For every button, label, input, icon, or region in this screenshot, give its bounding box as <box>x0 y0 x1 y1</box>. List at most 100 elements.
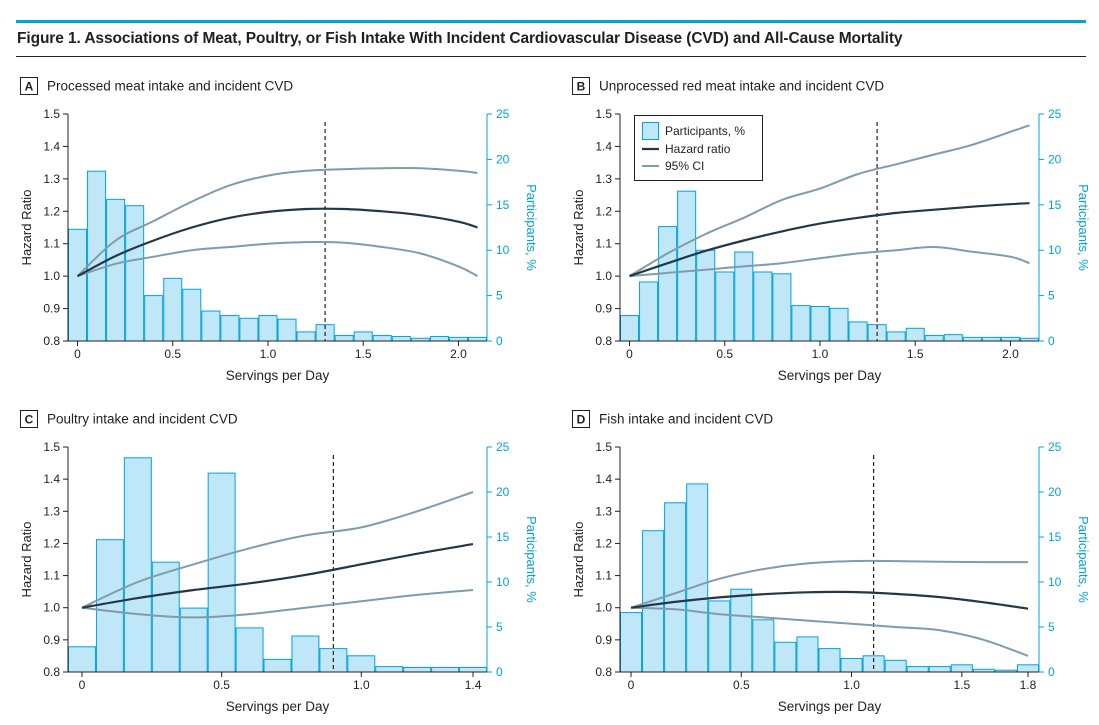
participants-bars <box>620 190 1039 342</box>
participants-bar <box>291 635 320 673</box>
y2-tick-label: 15 <box>496 530 510 544</box>
y-tick-label: 1.3 <box>43 172 60 186</box>
participants-bar <box>201 310 221 342</box>
participants-bar <box>431 667 460 673</box>
y-tick-label: 1.2 <box>43 204 60 218</box>
participants-bar <box>459 667 488 673</box>
participants-bar <box>730 588 753 673</box>
x-tick-label: 1.5 <box>953 678 970 692</box>
y-tick-label: 1.4 <box>595 139 612 153</box>
participants-bar <box>239 317 259 342</box>
y2-tick-label: 10 <box>1048 575 1062 589</box>
y-tick-label: 1.4 <box>595 472 612 486</box>
participants-bar <box>884 659 907 673</box>
y2-tick-label: 0 <box>1048 334 1055 348</box>
participants-bar <box>924 335 944 342</box>
ci-upper-line <box>628 124 1030 277</box>
participants-bar <box>708 600 731 673</box>
participants-bar <box>696 249 716 342</box>
accent-rule <box>16 20 1086 23</box>
y-tick-label: 1.5 <box>43 107 60 121</box>
participants-bar <box>403 667 432 673</box>
y-axis-label: Hazard Ratio <box>19 190 34 266</box>
x-axis-label: Servings per Day <box>778 699 882 714</box>
x-tick-label: 0.5 <box>733 678 750 692</box>
panel-c: C Poultry intake and incident CVD 0.8 0.9 1.… <box>19 410 539 714</box>
y2-axis-label: Participants, % <box>1076 184 1091 271</box>
y2-tick-label: 15 <box>496 198 510 212</box>
x-tick-label: 0.5 <box>164 347 181 361</box>
participants-bar <box>95 539 124 673</box>
y-tick-label: 1.1 <box>43 569 60 583</box>
x-tick-label: 1.5 <box>355 347 372 361</box>
y-tick-label: 1.4 <box>43 139 60 153</box>
x-axis-label: Servings per Day <box>226 368 330 383</box>
participants-bar <box>639 281 659 342</box>
title-rule <box>16 56 1086 57</box>
y-tick-label: 1.0 <box>43 269 60 283</box>
participants-bar <box>207 472 236 673</box>
y2-tick-label: 20 <box>496 485 510 499</box>
x-tick-label: 1.8 <box>1020 678 1037 692</box>
hazard-ratio-line <box>629 202 1030 278</box>
panel-d: D Fish intake and incident CVD 0.8 0.9 1.0 1.… <box>571 410 1091 714</box>
participants-bars <box>68 457 488 673</box>
participants-bar <box>347 655 376 673</box>
x-tick-label: 1.4 <box>465 678 482 692</box>
panel-letter: A <box>25 80 34 94</box>
x-tick-label: 2.0 <box>450 347 467 361</box>
participants-bar <box>906 666 929 673</box>
participants-bar <box>429 335 449 342</box>
participants-bar <box>372 335 392 342</box>
x-tick-label: 0.5 <box>716 347 733 361</box>
y-tick-label: 1.0 <box>43 601 60 615</box>
y-tick-label: 1.2 <box>595 536 612 550</box>
y-axis-label: Hazard Ratio <box>571 190 586 266</box>
y-tick-label: 1.5 <box>43 440 60 454</box>
participants-bar <box>220 315 240 342</box>
y2-tick-label: 10 <box>496 243 510 257</box>
y2-tick-label: 0 <box>496 334 503 348</box>
participants-bar <box>179 607 208 673</box>
panel-letter: C <box>25 413 34 427</box>
y2-tick-label: 25 <box>496 107 510 121</box>
x-tick-label: 1.0 <box>353 678 370 692</box>
ci-upper-line <box>81 491 474 609</box>
participants-bar <box>796 636 819 673</box>
panel-letter-box <box>572 77 590 95</box>
y-axis-label: Hazard Ratio <box>571 522 586 598</box>
participants-bar <box>664 502 687 673</box>
participants-bar <box>950 664 973 673</box>
y-tick-label: 1.4 <box>43 472 60 486</box>
participants-bar <box>962 336 982 342</box>
panel-title: Unprocessed red meat intake and incident… <box>599 79 884 94</box>
y-tick-label: 1.2 <box>43 536 60 550</box>
participants-bar <box>905 327 925 342</box>
y2-tick-label: 15 <box>1048 198 1062 212</box>
legend: Participants, % Hazard ratio 95% CI <box>634 115 763 181</box>
participants-bar <box>1016 664 1040 673</box>
y2-tick-label: 15 <box>1048 530 1062 544</box>
ci-lower-line <box>630 606 1029 657</box>
y-tick-label: 0.9 <box>595 302 612 316</box>
y2-axis-label: Participants, % <box>524 516 539 603</box>
participants-bar <box>144 295 164 342</box>
participants-bar <box>810 305 830 342</box>
y2-tick-label: 25 <box>1048 440 1062 454</box>
participants-bar <box>258 315 278 342</box>
participants-bar <box>829 307 849 342</box>
y2-axis-label: Participants, % <box>1076 516 1091 603</box>
panel-letter-box <box>20 77 38 95</box>
x-tick-label: 0 <box>628 678 635 692</box>
y-tick-label: 0.8 <box>43 665 60 679</box>
participants-bar <box>620 612 643 673</box>
y-tick-label: 0.8 <box>43 334 60 348</box>
x-tick-label: 0.5 <box>213 678 230 692</box>
y-tick-label: 1.3 <box>595 172 612 186</box>
y2-tick-label: 10 <box>496 575 510 589</box>
legend-hazard-label: Hazard ratio <box>665 142 731 156</box>
x-tick-label: 1.0 <box>812 347 829 361</box>
hazard-ratio-line <box>630 590 1029 610</box>
y2-tick-label: 5 <box>496 289 503 303</box>
